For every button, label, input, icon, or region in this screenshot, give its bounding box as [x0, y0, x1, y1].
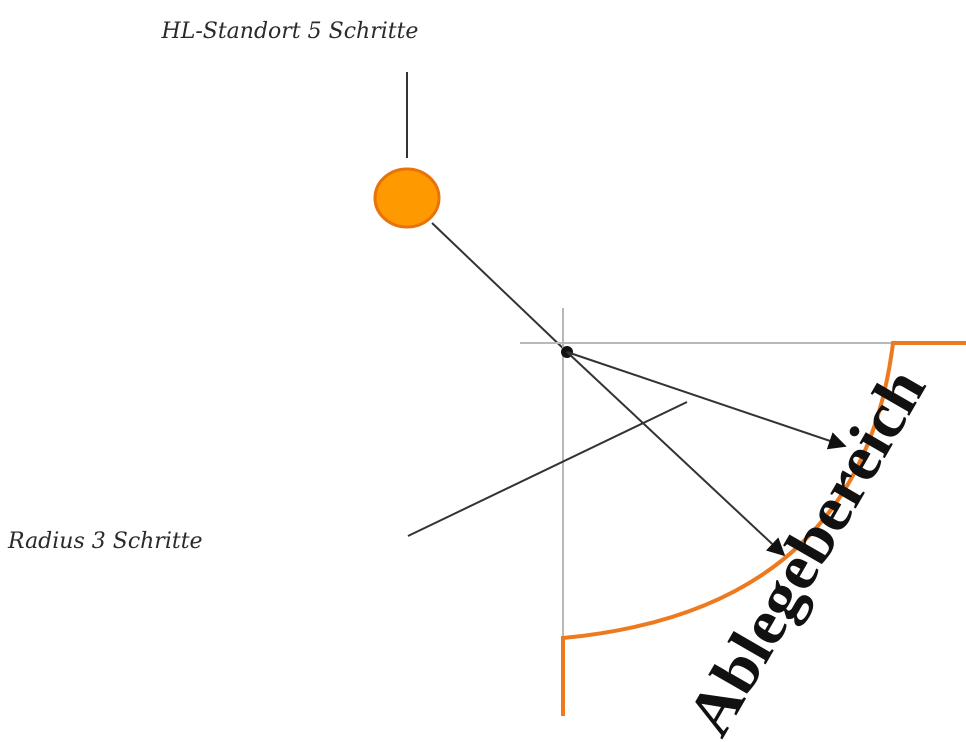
drop-zone-label: Ablegebereich: [673, 356, 939, 742]
arrow-lower: [566, 351, 786, 557]
approach-line: [431, 222, 568, 353]
radius-pointer-line: [407, 401, 688, 537]
position-label: HL-Standort 5 Schritte: [161, 19, 419, 44]
drop-zone-boundary: [561, 341, 966, 716]
radius-label: Radius 3 Schritte: [7, 529, 203, 554]
arrow-upper: [566, 351, 847, 450]
position-marker: [373, 167, 441, 229]
